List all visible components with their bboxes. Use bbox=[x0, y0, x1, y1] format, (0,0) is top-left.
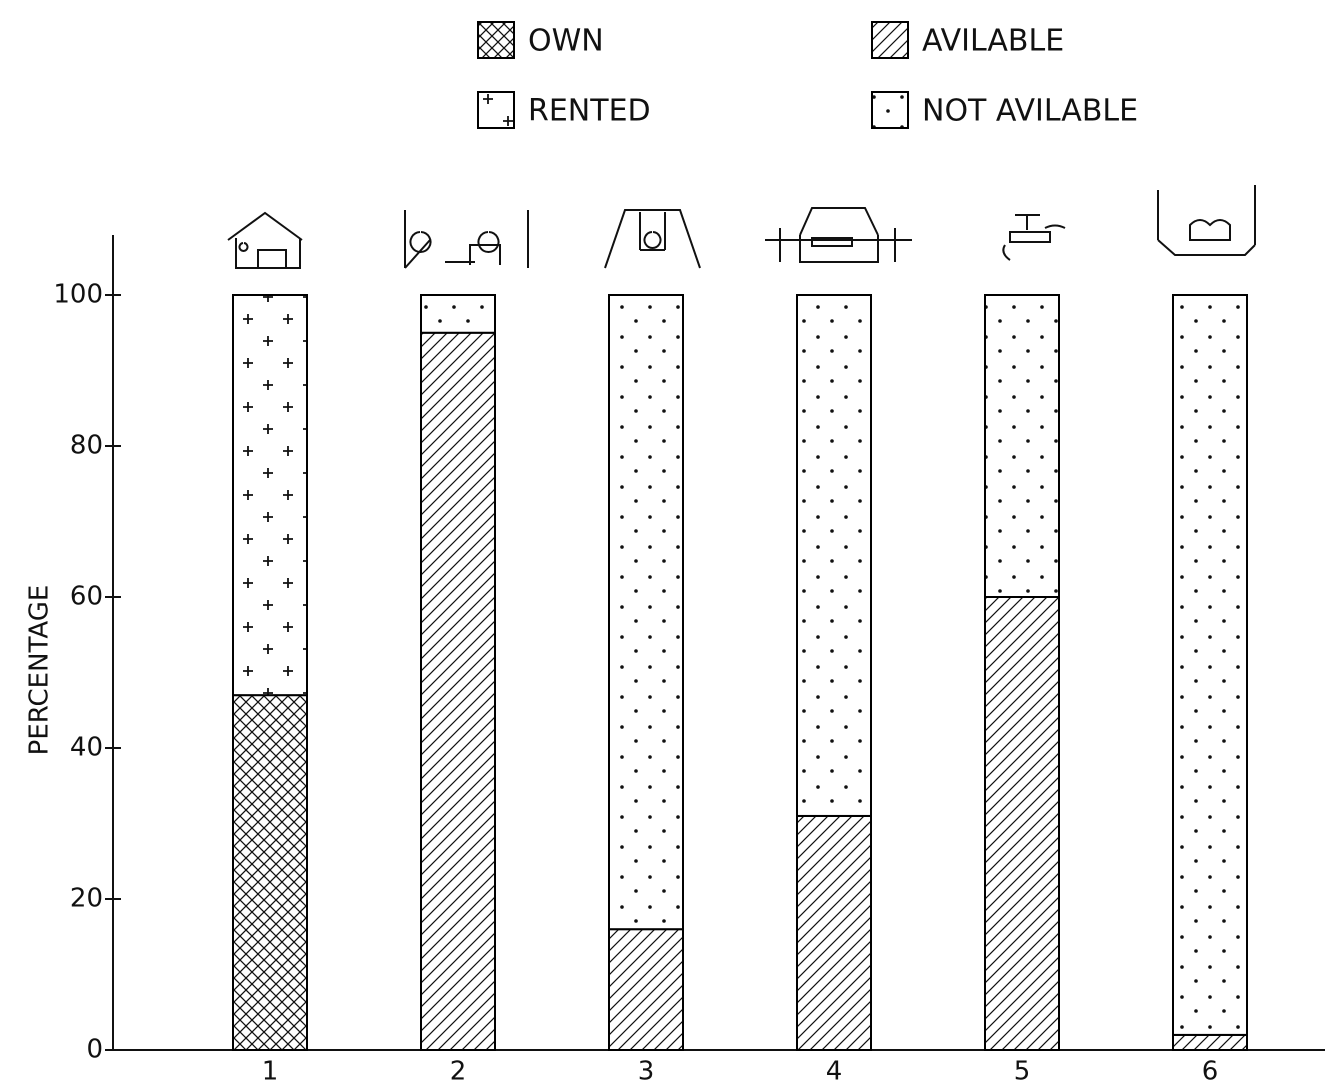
y-tick-label: 60 bbox=[70, 582, 103, 612]
bar-segment bbox=[796, 814, 872, 1052]
bar-segment bbox=[232, 694, 308, 1052]
x-tick-label: 2 bbox=[450, 1057, 467, 1086]
bar-segment bbox=[420, 331, 496, 1051]
bar-segment bbox=[796, 294, 872, 817]
x-tick-label: 5 bbox=[1014, 1057, 1031, 1086]
legend-swatch bbox=[477, 91, 515, 129]
legend-swatch bbox=[871, 21, 909, 59]
y-axis-label: PERCENTAGE bbox=[25, 585, 55, 756]
y-tick-label: 40 bbox=[70, 733, 103, 763]
y-tick-label: 100 bbox=[53, 280, 103, 310]
y-tick-label: 0 bbox=[86, 1035, 103, 1065]
legend-label: OWN bbox=[528, 24, 604, 59]
bar-segment bbox=[984, 294, 1060, 598]
legend-label: AVILABLE bbox=[922, 24, 1064, 59]
x-tick-label: 3 bbox=[638, 1057, 655, 1086]
x-tick-label: 6 bbox=[1202, 1057, 1219, 1086]
bar-segment bbox=[1172, 294, 1248, 1036]
x-tick-label: 1 bbox=[262, 1057, 279, 1086]
y-tick-label: 80 bbox=[70, 431, 103, 461]
legend-swatch bbox=[477, 21, 515, 59]
bar-segment bbox=[984, 596, 1060, 1051]
bar-segment bbox=[608, 294, 684, 931]
legend-label: RENTED bbox=[528, 94, 651, 129]
bar-segment bbox=[232, 294, 308, 697]
x-tick-label: 4 bbox=[826, 1057, 843, 1086]
bar-segment bbox=[608, 928, 684, 1052]
bar-segment bbox=[1172, 1033, 1248, 1052]
y-tick-label: 20 bbox=[70, 884, 103, 914]
legend-swatch bbox=[871, 91, 909, 129]
bar-segment bbox=[420, 294, 496, 334]
legend-label: NOT AVILABLE bbox=[922, 94, 1138, 129]
icons bbox=[227, 185, 1256, 269]
